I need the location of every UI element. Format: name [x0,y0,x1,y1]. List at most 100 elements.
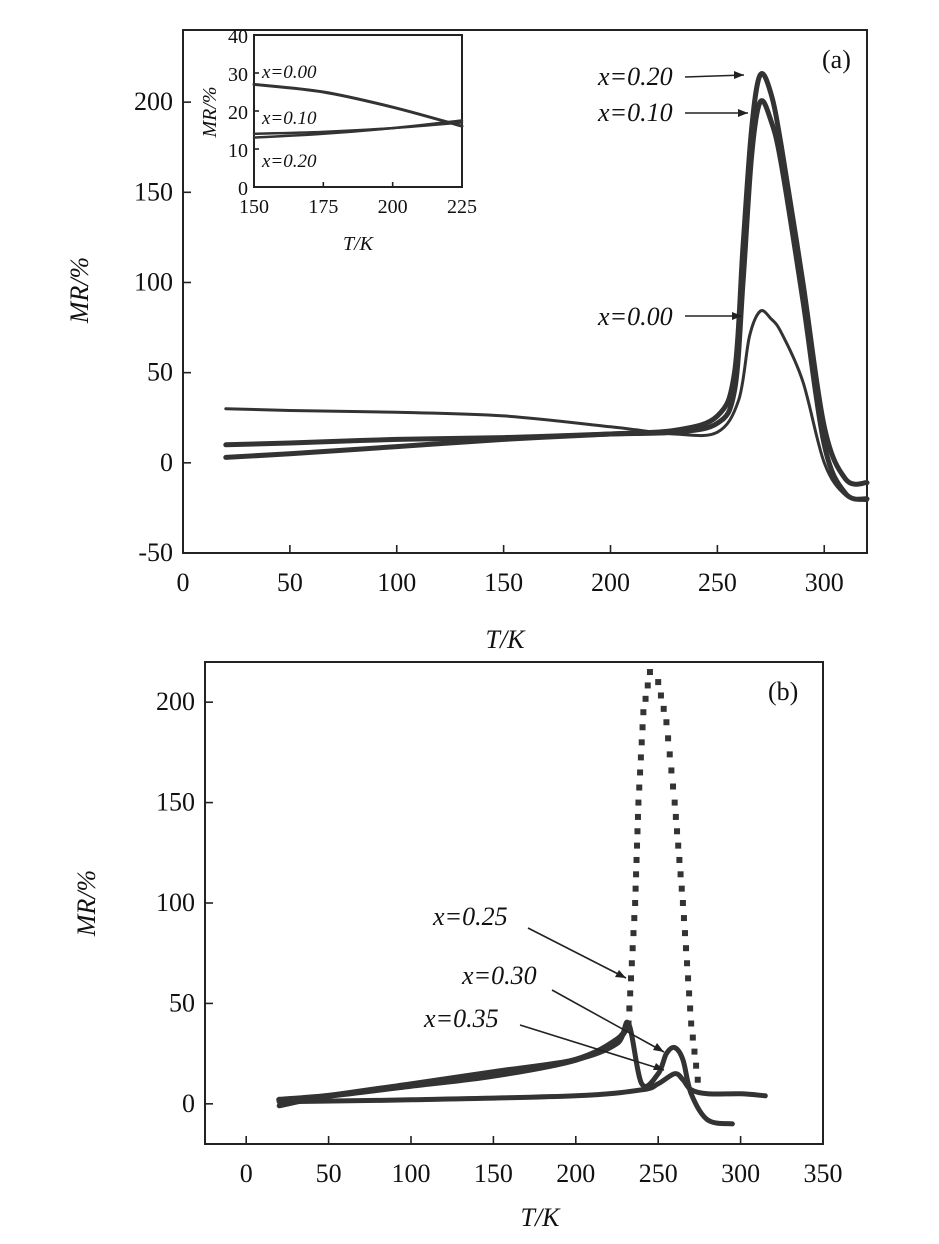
panel-b-point-x025 [678,885,685,892]
panel-b-point-x025 [634,842,641,849]
annotation-x000: x=0.00 [597,302,673,331]
inset-series-x020 [252,119,464,139]
panel-b-point-x025 [646,669,653,676]
arrow-x025 [527,927,627,979]
panel-b-point-x025 [655,679,662,686]
panel-b-point-x025 [694,1076,701,1083]
arrowhead-x010 [738,109,748,117]
panel-b-ytick-label: 50 [169,988,195,1017]
panel-b-ytick-label: 150 [156,788,195,817]
panel-b-xtick-label: 0 [240,1159,253,1188]
panel-b-point-x025 [660,705,667,712]
panel-a-xtick-label: 300 [805,568,844,597]
panel-b-point-x025 [640,709,647,716]
annotation-x010: x=0.10 [597,98,673,127]
panel-b-xtick-label: 250 [639,1159,678,1188]
panel-b-point-x025 [676,856,683,863]
panel-b-point-x025 [633,871,640,878]
panel-b-point-x025 [687,1005,694,1012]
panel-b-point-x025 [681,930,688,937]
panel-a-xtick-label: 0 [177,568,190,597]
panel-b-point-x025 [632,885,639,892]
panel-a-xtick-label: 250 [698,568,737,597]
panel-b-point-x025 [627,990,634,997]
inset-series-x000 [252,82,464,128]
panel-b-point-x025 [672,813,679,820]
panel-b-point-x025 [670,783,677,790]
inset-ytick-label: 10 [228,140,248,162]
panel-b-point-x025 [686,990,693,997]
panel-b-series-x030 [276,1019,735,1127]
panel-a-series-x020 [223,71,870,487]
panel-b-point-x025 [636,784,643,791]
panel-b-point-x025 [637,769,644,776]
panel-b-point-x025 [629,945,636,952]
panel-b-xlabel: T/K [520,1203,561,1232]
inset-xtick-label: 225 [447,196,477,218]
panel-b-point-x025 [630,930,637,937]
inset-annotation-x000: x=0.00 [261,62,317,83]
panel-b-point-x025 [693,1062,700,1069]
annotation-x025: x=0.25 [432,902,508,931]
panel-b-point-x025 [632,900,639,906]
panel-b-xtick-label: 50 [316,1159,342,1188]
inset-ytick-label: 40 [228,26,248,48]
panel-a-ytick-label: 0 [160,448,173,477]
panel-a-xtick-label: 200 [591,568,630,597]
panel-b-xtick-label: 200 [556,1159,595,1188]
annotation-x035: x=0.35 [423,1004,499,1033]
inset-ytick-label: 20 [228,102,248,124]
arrowhead-x025 [615,970,626,978]
panel-b-point-x025 [683,945,690,952]
panel-b-point-x025 [638,739,645,746]
panel-b-point-x025 [634,813,641,820]
inset-xlabel: T/K [343,233,375,255]
inset-annotation-x020: x=0.20 [261,151,317,172]
panel-b-point-x025 [637,754,644,761]
panel-a-ytick-label: 50 [147,358,173,387]
panel-b-ytick-label: 100 [156,888,195,917]
panel-b-ytick-label: 0 [182,1089,195,1118]
panel-b-point-x025 [685,975,692,982]
arrowhead-x035 [653,1063,664,1070]
panel-b-point-x025 [635,799,642,806]
panel-a-ytick-label: 100 [134,267,173,296]
panel-b-point-x025 [668,767,675,774]
panel-b-point-x025 [671,799,678,806]
panel-b-xtick-label: 300 [721,1159,760,1188]
panel-a-ytick-label: 200 [134,87,173,116]
panel-b-point-x025 [663,719,670,726]
arrow-x030 [551,989,665,1053]
panel-b-series-x035 [276,1071,768,1105]
panel-b-point-x025 [675,842,682,849]
inset-xtick-label: 150 [239,196,269,218]
panel-a-ylabel: MR/% [65,257,94,324]
arrow-x035 [519,1024,665,1071]
panel-b-point-x025 [626,1005,633,1012]
panel-a-xtick-label: 150 [484,568,523,597]
panel-b-point-x025 [679,900,686,906]
inset-ylabel: MR/% [199,86,221,138]
panel-a-ytick-label: 150 [134,177,173,206]
panel-b-xtick-label: 150 [474,1159,513,1188]
panel-b-point-x025 [684,960,691,967]
panel-a-xtick-label: 100 [377,568,416,597]
panel-b-ylabel: MR/% [72,870,101,937]
panel-b-point-x025 [691,1048,698,1055]
annotation-x030: x=0.30 [461,961,537,990]
inset-xtick-label: 175 [308,196,338,218]
arrowhead-x000 [732,312,742,320]
panel-b-point-x025 [665,735,672,742]
panel-b-point-x025 [639,724,646,731]
panel-b-ytick-label: 200 [156,687,195,716]
panel-b-point-x025 [680,915,687,922]
panel-b-point-x025 [628,975,635,982]
panel-a-xlabel: T/K [485,625,526,654]
panel-b-point-x025 [634,828,641,835]
inset-xtick-label: 200 [378,196,408,218]
panel-b-point-x025 [666,751,673,758]
panel-b-point-x025 [642,695,649,702]
panel-a-label: (a) [822,45,851,74]
panel-b-label: (b) [768,677,798,706]
